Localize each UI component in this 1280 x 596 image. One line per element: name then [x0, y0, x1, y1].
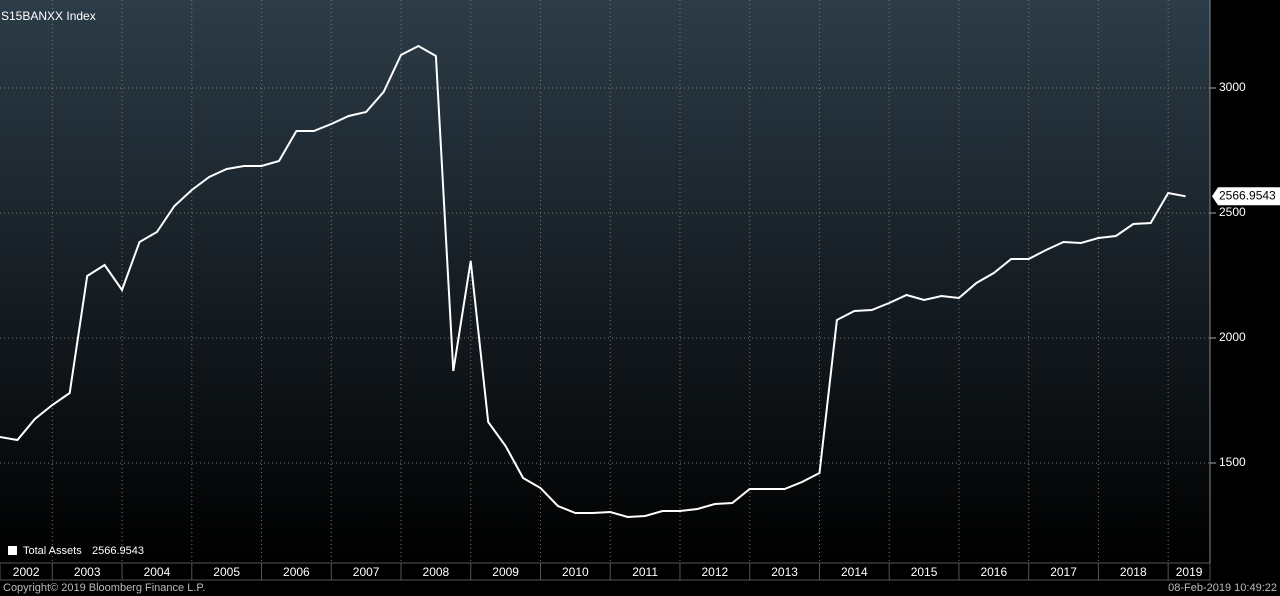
x-axis-strip [0, 562, 1211, 581]
y-tick-label: 3000 [1219, 80, 1246, 94]
x-tick-label: 2008 [423, 565, 450, 579]
x-tick-label: 2009 [492, 565, 519, 579]
x-tick-label: 2002 [13, 565, 40, 579]
legend: Total Assets 2566.9543 [8, 545, 144, 557]
legend-value: 2566.9543 [92, 545, 144, 557]
x-tick-label: 2014 [841, 565, 868, 579]
x-tick-label: 2015 [911, 565, 938, 579]
legend-label: Total Assets [23, 545, 82, 557]
y-tick-label: 2000 [1219, 330, 1246, 344]
legend-swatch [8, 546, 17, 555]
x-tick-label: 2018 [1120, 565, 1147, 579]
x-tick-label: 2003 [74, 565, 101, 579]
x-tick-label: 2019 [1176, 565, 1203, 579]
x-tick-label: 2017 [1050, 565, 1077, 579]
y-tick-label: 1500 [1219, 455, 1246, 469]
x-tick-label: 2012 [701, 565, 728, 579]
line-series [0, 44, 1186, 519]
chart-title: S15BANXX Index [1, 9, 96, 23]
copyright: Copyright© 2019 Bloomberg Finance L.P. [3, 582, 205, 594]
last-value-label: 2566.9543 [1219, 188, 1276, 202]
x-tick-label: 2004 [144, 565, 171, 579]
x-tick-label: 2005 [213, 565, 240, 579]
timestamp: 08-Feb-2019 10:49:22 [1168, 582, 1277, 594]
plot-background [0, 0, 1210, 563]
x-tick-label: 2016 [980, 565, 1007, 579]
last-value-pointer [1212, 187, 1280, 206]
y-tick-label: 2500 [1219, 205, 1246, 219]
x-tick-label: 2011 [632, 565, 658, 579]
x-tick-label: 2010 [562, 565, 589, 579]
x-tick-label: 2013 [771, 565, 798, 579]
x-tick-label: 2007 [353, 565, 380, 579]
x-tick-label: 2006 [283, 565, 310, 579]
